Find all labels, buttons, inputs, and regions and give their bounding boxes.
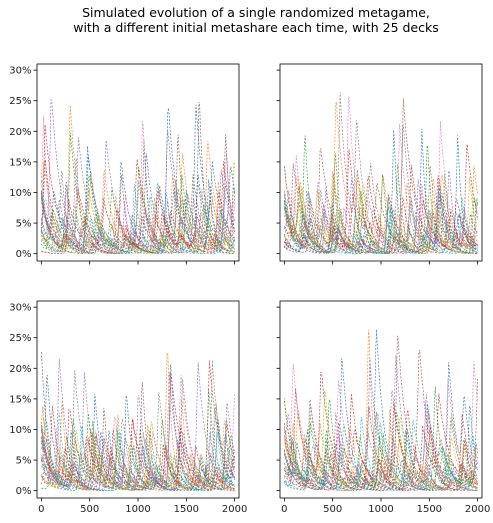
series-line [41, 358, 235, 489]
series-group [41, 351, 235, 492]
series-line [41, 421, 235, 491]
y-tick-label: 20% [9, 127, 31, 138]
y-tick-label: 5% [16, 456, 32, 467]
subplot-top-right [276, 63, 483, 265]
figure-title-line-2: with a different initial metashare each … [73, 20, 439, 35]
series-line [41, 420, 235, 492]
series-group [284, 329, 478, 492]
series-line [284, 330, 478, 492]
series-line [41, 132, 235, 252]
series-line [41, 170, 235, 253]
y-tick-label: 25% [9, 333, 31, 344]
series-line [284, 198, 478, 254]
series-line [284, 166, 478, 253]
series-line [284, 404, 478, 491]
x-tick-label: 500 [323, 504, 342, 515]
series-line [284, 329, 478, 490]
series-line [41, 417, 235, 491]
series-line [41, 389, 235, 491]
y-tick-label: 20% [9, 364, 31, 375]
y-tick-label: 10% [9, 188, 31, 199]
x-tick-label: 1500 [417, 504, 442, 515]
y-tick-label: 25% [9, 96, 31, 107]
series-line [41, 435, 235, 492]
x-tick-label: 1000 [368, 504, 393, 515]
series-line [284, 426, 478, 492]
series-line [41, 430, 235, 491]
series-line [41, 187, 235, 254]
series-line [284, 179, 478, 254]
series-line [284, 397, 478, 490]
x-tick-label: 0 [38, 504, 44, 515]
subplot-grid: 0% 5% 10% 15% 20% 25% 30% 0% 5% 10% 15% 20% 25% 30% 0 5… [9, 63, 490, 515]
y-tick-label: 30% [9, 66, 31, 77]
series-line [284, 389, 478, 491]
series-line [41, 360, 235, 491]
series-line [41, 351, 235, 492]
series-line [41, 104, 235, 253]
y-tick-label: 0% [16, 486, 32, 497]
series-line [41, 412, 235, 492]
series-line [284, 187, 478, 253]
series-line [284, 177, 478, 254]
series-line [41, 190, 235, 255]
y-tick-label: 10% [9, 425, 31, 436]
x-tick-label: 1500 [174, 504, 199, 515]
series-line [284, 98, 478, 249]
y-tick-label: 0% [16, 249, 32, 260]
series-line [41, 105, 235, 254]
series-line [41, 180, 235, 255]
series-line [284, 96, 478, 252]
series-line [41, 199, 235, 254]
y-tick-label: 5% [16, 219, 32, 230]
x-tick-label: 500 [80, 504, 99, 515]
series-line [284, 443, 478, 491]
series-line [284, 361, 478, 488]
subplot-top-left: 0% 5% 10% 15% 20% 25% 30% [9, 63, 240, 265]
series-line [284, 101, 478, 252]
series-line [284, 194, 478, 255]
series-line [284, 178, 478, 255]
series-line [284, 411, 478, 491]
series-group [284, 92, 478, 255]
series-line [41, 406, 235, 492]
series-group [41, 98, 235, 255]
series-line [284, 400, 478, 491]
series-line [284, 453, 478, 492]
series-line [284, 170, 478, 255]
y-tick-label: 15% [9, 157, 31, 168]
series-line [41, 405, 235, 491]
series-line [41, 431, 235, 492]
x-tick-label: 1000 [125, 504, 150, 515]
subplot-bottom-left: 0% 5% 10% 15% 20% 25% 30% 0 500 1000 1500 2000 [9, 300, 247, 515]
series-line [41, 156, 235, 253]
x-tick-label: 0 [281, 504, 287, 515]
y-tick-label: 30% [9, 303, 31, 314]
series-line [41, 101, 235, 255]
series-line [284, 196, 478, 255]
x-tick-label: 2000 [465, 504, 490, 515]
series-line [284, 197, 478, 255]
x-tick-label: 2000 [222, 504, 247, 515]
series-line [41, 195, 235, 253]
figure-title-line-1: Simulated evolution of a single randomiz… [82, 5, 430, 20]
series-line [284, 386, 478, 491]
series-line [41, 190, 235, 255]
series-line [284, 415, 478, 490]
series-line [284, 404, 478, 490]
series-line [284, 92, 478, 253]
series-line [284, 441, 478, 492]
series-line [41, 179, 235, 255]
y-tick-label: 15% [9, 394, 31, 405]
series-line [284, 390, 478, 491]
series-line [41, 374, 235, 489]
subplot-bottom-right: 0 500 1000 1500 2000 [276, 300, 490, 515]
series-line [284, 213, 478, 254]
series-line [284, 416, 478, 491]
series-line [41, 192, 235, 255]
